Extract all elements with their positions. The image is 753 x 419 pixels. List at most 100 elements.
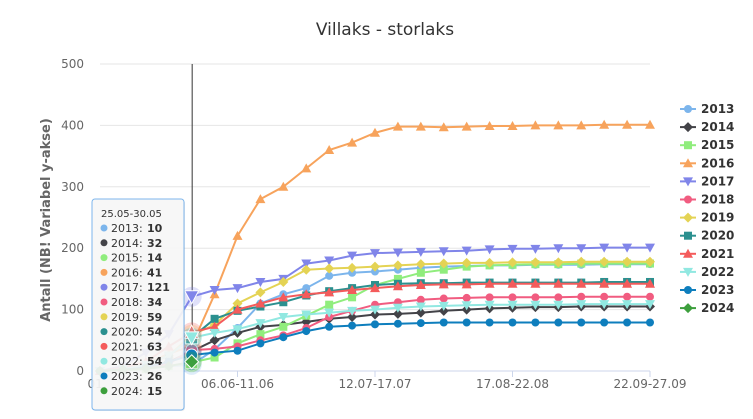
data-point <box>324 144 335 154</box>
data-point <box>438 258 449 269</box>
data-point <box>554 293 563 302</box>
legend-label: 2017 <box>701 174 734 188</box>
data-point <box>210 348 219 357</box>
data-point <box>485 318 494 327</box>
y-tick-label: 0 <box>76 364 84 378</box>
data-point <box>484 245 495 255</box>
data-point <box>209 321 220 331</box>
legend-marker <box>683 248 693 258</box>
legend-item-2023[interactable]: 2023 <box>680 283 734 297</box>
data-point <box>325 271 334 280</box>
tooltip-box <box>91 198 185 411</box>
data-point <box>461 257 472 268</box>
legend-label: 2024 <box>701 301 734 315</box>
legend-item-2020[interactable]: 2020 <box>680 229 734 243</box>
data-point <box>530 120 541 130</box>
data-point <box>599 300 610 310</box>
data-point <box>347 311 358 322</box>
tooltip-row-label: 2023: <box>111 370 143 383</box>
tooltip-row-value: 59 <box>147 311 162 324</box>
data-point <box>645 300 655 310</box>
data-point <box>576 256 587 267</box>
tooltip-dot <box>100 372 108 380</box>
data-point <box>530 300 541 310</box>
data-point <box>576 300 587 310</box>
tooltip-dot <box>100 328 108 336</box>
legend-item-2017[interactable]: 2017 <box>680 174 734 188</box>
data-point <box>348 293 357 302</box>
data-point <box>210 353 219 362</box>
data-point <box>531 318 540 327</box>
data-point <box>256 330 265 339</box>
legend-item-2018[interactable]: 2018 <box>680 193 734 207</box>
data-point <box>415 121 426 131</box>
data-point <box>370 305 380 315</box>
data-point <box>301 310 312 320</box>
data-point <box>325 300 334 309</box>
legend-item-2024[interactable]: 2024 <box>680 301 734 315</box>
data-point <box>622 119 633 129</box>
data-point <box>347 284 358 294</box>
data-point <box>324 263 335 274</box>
tooltip-row-value: 34 <box>147 296 163 309</box>
data-point <box>439 318 448 327</box>
y-tick-label: 400 <box>61 118 84 132</box>
data-point <box>209 335 220 346</box>
legend-marker <box>684 231 692 240</box>
legend-item-2019[interactable]: 2019 <box>680 211 734 225</box>
x-tick-label: 22.09-27.09 <box>613 377 686 391</box>
data-point <box>416 295 425 304</box>
tooltip-row-label: 2014: <box>111 237 143 250</box>
data-point <box>415 259 426 270</box>
tooltip-header: 25.05-30.05 <box>101 209 162 220</box>
legend-item-2013[interactable]: 2013 <box>680 102 734 116</box>
data-point <box>278 276 289 287</box>
data-point <box>347 137 358 147</box>
data-point <box>623 318 632 327</box>
legend-item-2021[interactable]: 2021 <box>680 247 734 261</box>
y-tick-label: 500 <box>61 57 84 71</box>
data-point <box>462 318 471 327</box>
tooltip-dot <box>100 357 108 365</box>
data-point <box>623 292 632 301</box>
data-point <box>278 312 289 322</box>
data-point <box>438 247 449 257</box>
data-point <box>553 278 564 288</box>
data-point <box>646 318 654 327</box>
legend-label: 2020 <box>701 229 734 243</box>
legend-item-2016[interactable]: 2016 <box>680 156 734 170</box>
data-point <box>301 163 312 173</box>
tooltip-row-label: 2022: <box>111 355 143 368</box>
legend[interactable]: 2013 2014 2015 2016 2017 2018 2019 2020 2021 2022… <box>680 102 734 315</box>
data-point <box>255 287 266 298</box>
legend-marker <box>684 105 692 113</box>
data-point <box>301 264 312 275</box>
data-point <box>232 298 243 309</box>
data-point <box>576 244 587 254</box>
data-point <box>461 279 472 289</box>
data-point <box>347 306 358 316</box>
data-point <box>255 298 266 308</box>
legend-item-2022[interactable]: 2022 <box>680 265 734 279</box>
tooltip-row-value: 54 <box>147 326 163 339</box>
data-point <box>622 300 633 310</box>
legend-item-2015[interactable]: 2015 <box>680 138 734 152</box>
tooltip-row-label: 2018: <box>111 296 143 309</box>
data-point <box>599 278 610 288</box>
legend-marker <box>683 303 693 314</box>
data-point <box>484 121 495 131</box>
data-point <box>645 278 655 288</box>
data-point <box>530 257 541 268</box>
data-point <box>279 298 288 307</box>
data-point <box>645 256 655 267</box>
data-point <box>645 243 655 253</box>
tooltip-row-label: 2013: <box>111 222 143 235</box>
tooltip-row-value: 121 <box>147 281 170 294</box>
data-point <box>622 243 633 253</box>
legend-marker <box>683 212 693 223</box>
legend-item-2014[interactable]: 2014 <box>680 120 734 134</box>
data-point <box>392 121 403 131</box>
data-point <box>232 304 243 314</box>
